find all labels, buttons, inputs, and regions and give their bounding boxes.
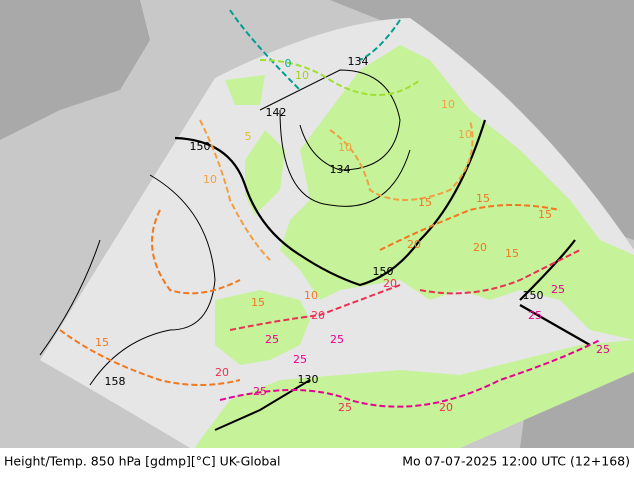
- contour-label: 15: [505, 247, 519, 260]
- temp-5: [259, 59, 421, 96]
- contour-label: 15: [476, 192, 490, 205]
- contour-label: 25: [596, 343, 610, 356]
- contour-label: 15: [538, 208, 552, 221]
- contour-label: 150: [523, 289, 544, 302]
- contour-label: 10: [441, 98, 455, 111]
- britain: [245, 130, 285, 215]
- contour-label: 25: [265, 333, 279, 346]
- contour-label: 20: [383, 277, 397, 290]
- contour-label: 150: [373, 265, 394, 278]
- contour-150: [519, 239, 591, 346]
- contour-label: 25: [528, 309, 542, 322]
- contour-label: 10: [458, 128, 472, 141]
- contour-158: [89, 174, 216, 386]
- contour-label: 0: [285, 57, 292, 70]
- temp-10: [329, 119, 474, 201]
- contour-label: 158: [105, 375, 126, 388]
- temp-15: [59, 329, 241, 386]
- footer-left: Height/Temp. 850 hPa [gdmp][°C] UK-Globa…: [4, 454, 280, 469]
- temp-contours: [59, 9, 601, 408]
- iceland: [225, 75, 265, 105]
- land: [195, 45, 634, 448]
- contour-label: 15: [95, 336, 109, 349]
- temp-20: [419, 249, 581, 295]
- contour-label: 15: [418, 196, 432, 209]
- contour-150: [174, 119, 487, 287]
- contour-label: 20: [439, 401, 453, 414]
- contour-label: 25: [253, 385, 267, 398]
- temp-10: [199, 119, 271, 261]
- footer-right: Mo 07-07-2025 12:00 UTC (12+168): [402, 454, 630, 469]
- contour-label: 5: [245, 130, 252, 143]
- contour-label: 20: [215, 366, 229, 379]
- footer-bg: [0, 448, 634, 490]
- contour-134: [259, 69, 401, 171]
- contour-label: 10: [338, 141, 352, 154]
- contour-label: 15: [251, 296, 265, 309]
- temp-0: [229, 9, 401, 91]
- africa: [195, 340, 634, 448]
- contour-label: 20: [311, 309, 325, 322]
- outside-land: [0, 0, 150, 140]
- temp-25: [219, 339, 601, 408]
- iberia: [215, 290, 310, 365]
- contour-label: 134: [348, 55, 369, 68]
- contour-label: 20: [407, 238, 421, 251]
- contour-158: [39, 239, 101, 356]
- contour-label: 25: [551, 283, 565, 296]
- contour-label: 130: [298, 373, 319, 386]
- contour-142: [279, 109, 411, 207]
- contour-label: 10: [295, 69, 309, 82]
- temp-15: [151, 209, 241, 295]
- contour-label: 25: [338, 401, 352, 414]
- contour-label: 10: [203, 173, 217, 186]
- contour-label: 25: [293, 353, 307, 366]
- contour-label: 142: [266, 106, 287, 119]
- contour-label: 150: [190, 140, 211, 153]
- contour-label: 10: [304, 289, 318, 302]
- temp-15: [379, 204, 561, 251]
- contour-label: 25: [330, 333, 344, 346]
- contour-label: 134: [330, 163, 351, 176]
- contour-label: 20: [473, 241, 487, 254]
- temp-20: [229, 284, 401, 331]
